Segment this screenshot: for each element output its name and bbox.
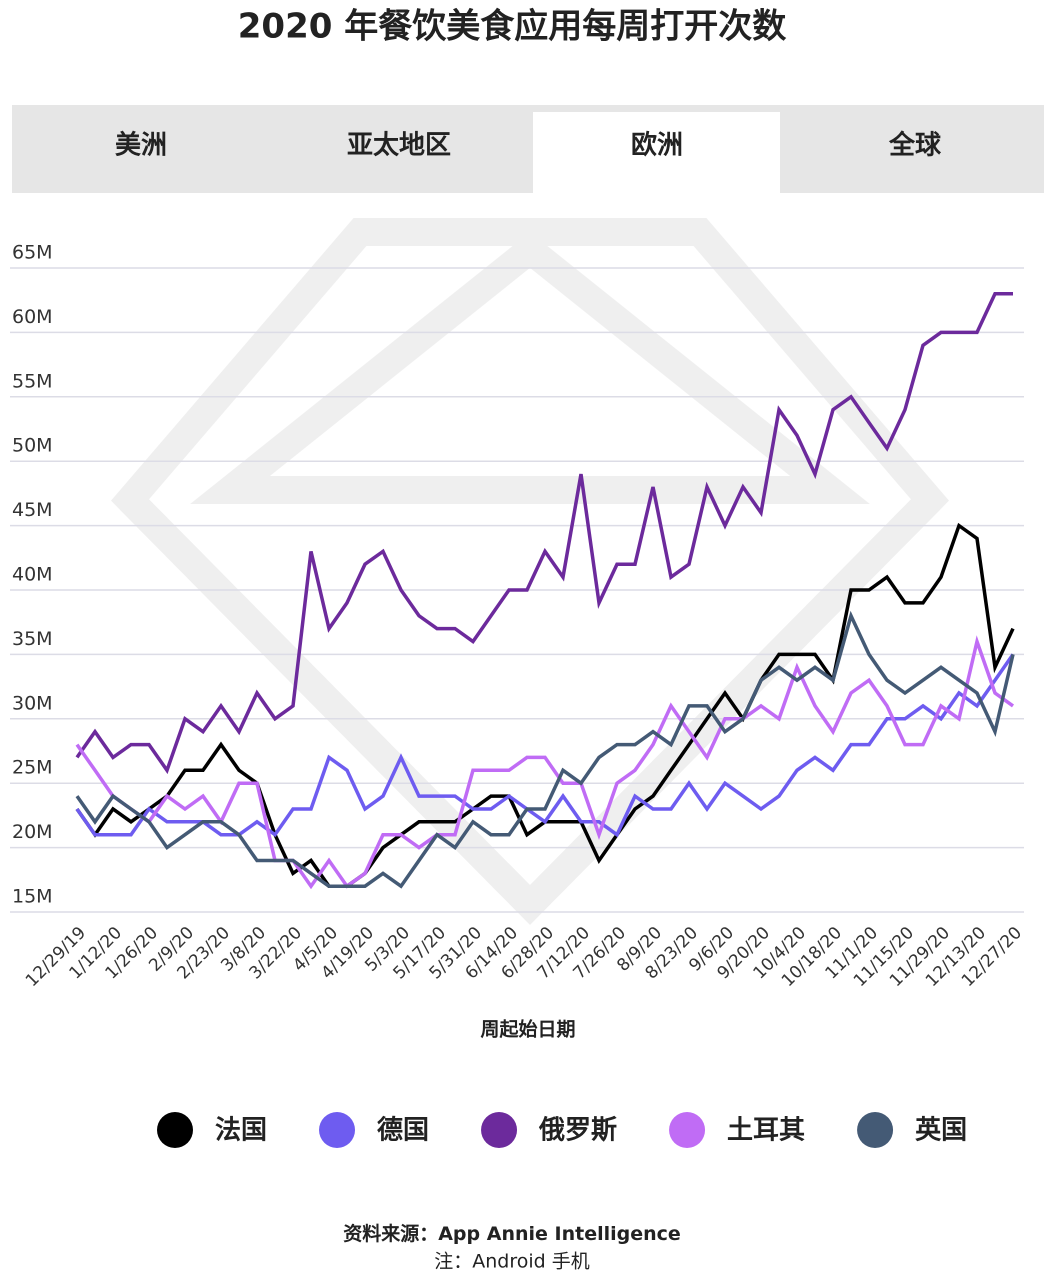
legend-swatch: [481, 1112, 518, 1148]
source-label: 资料来源：: [343, 1222, 438, 1245]
legend-label: 英国: [915, 1116, 967, 1146]
active-tab: [533, 112, 780, 193]
footer-source: 资料来源：App Annie Intelligence: [343, 1222, 681, 1245]
legend-label: 土耳其: [727, 1116, 805, 1146]
y-tick-label: 30M: [12, 692, 53, 714]
legend-swatch: [157, 1112, 193, 1148]
y-tick-label: 65M: [12, 242, 53, 264]
footer-note: 注：Android 手机: [434, 1251, 590, 1273]
tab-label[interactable]: 欧洲: [631, 130, 683, 161]
legend-swatch: [857, 1112, 894, 1148]
series-line: [75, 653, 1015, 838]
series-line: [75, 635, 1015, 890]
source: App Annie Intelligence: [438, 1223, 681, 1245]
y-tick-label: 25M: [12, 757, 53, 779]
y-tick-label: 60M: [12, 306, 53, 328]
legend-label: 德国: [377, 1116, 429, 1146]
y-tick-label: 55M: [12, 370, 53, 392]
y-tick-label: 35M: [12, 628, 53, 650]
legend-swatch: [669, 1112, 706, 1148]
y-tick-label: 40M: [12, 564, 53, 586]
x-axis-label: 周起始日期: [480, 1018, 575, 1041]
tab-bar: [12, 105, 1044, 193]
series-line: [75, 292, 1013, 775]
tab-label[interactable]: 美洲: [115, 130, 167, 161]
chart-title: 2020 年餐饮美食应用每周打开次数: [238, 7, 786, 47]
y-tick-label: 50M: [12, 435, 53, 457]
tabs: 美洲 亚太地区 欧洲 全球: [115, 112, 942, 193]
legend: 法国 德国 俄罗斯 土耳其 英国: [157, 1112, 967, 1148]
series-line: [75, 610, 1015, 889]
legend-label: 俄罗斯: [538, 1116, 617, 1146]
legend-swatch: [319, 1112, 356, 1148]
y-tick-label: 20M: [12, 821, 53, 843]
y-tick-label: 15M: [12, 886, 53, 908]
tab-label[interactable]: 全球: [888, 130, 942, 161]
y-tick-label: 45M: [12, 499, 53, 521]
tab-label[interactable]: 亚太地区: [347, 131, 451, 161]
legend-label: 法国: [215, 1116, 267, 1146]
